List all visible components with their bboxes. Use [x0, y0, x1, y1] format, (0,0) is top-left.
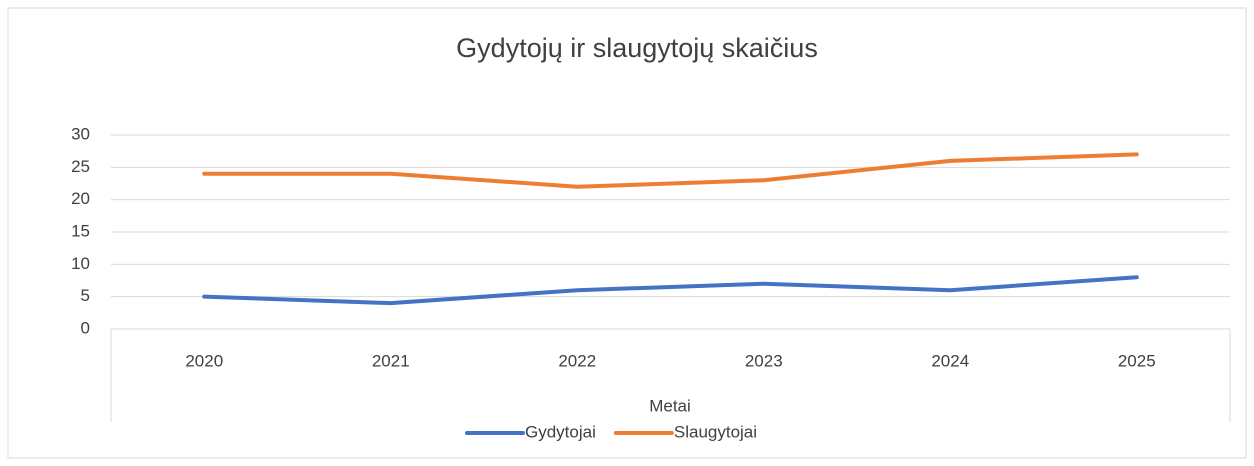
y-tick-label: 5 [81, 286, 90, 305]
x-tick-label: 2021 [372, 351, 410, 370]
chart-title: Gydytojų ir slaugytojų skaičius [456, 33, 818, 63]
legend-label: Gydytojai [525, 422, 596, 441]
x-tick-label: 2024 [931, 351, 969, 370]
y-tick-label: 30 [71, 124, 90, 143]
series-line [202, 152, 1139, 189]
legend-label: Slaugytojai [674, 422, 757, 441]
y-tick-label: 20 [71, 189, 90, 208]
x-tick-label: 2025 [1118, 351, 1156, 370]
x-axis-title: Metai [649, 396, 691, 415]
y-tick-label: 0 [81, 318, 90, 337]
x-tick-label: 2022 [558, 351, 596, 370]
y-tick-label: 10 [71, 254, 90, 273]
x-tick-label: 2020 [185, 351, 223, 370]
chart-border [7, 7, 1247, 459]
series-line [202, 275, 1139, 306]
y-tick-label: 15 [71, 221, 90, 240]
y-tick-label: 25 [71, 157, 90, 176]
x-tick-label: 2023 [745, 351, 783, 370]
